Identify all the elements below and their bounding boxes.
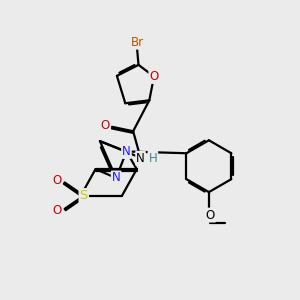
Text: O: O xyxy=(52,204,62,217)
Text: S: S xyxy=(80,189,88,202)
Text: O: O xyxy=(206,208,215,222)
Text: N: N xyxy=(112,172,121,184)
Text: Br: Br xyxy=(130,36,144,49)
Text: O: O xyxy=(149,70,159,83)
Text: O: O xyxy=(101,119,110,132)
Text: N: N xyxy=(136,152,145,165)
Text: N: N xyxy=(122,145,131,158)
Text: O: O xyxy=(52,174,62,188)
Text: H: H xyxy=(148,152,157,165)
